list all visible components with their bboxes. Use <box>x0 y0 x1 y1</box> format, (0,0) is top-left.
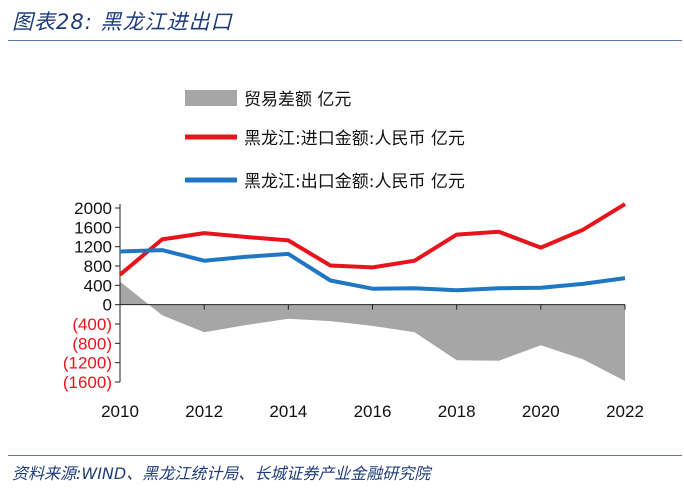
x-tick-label: 2016 <box>354 402 392 421</box>
legend-swatch-balance <box>185 90 237 106</box>
y-tick-label: (400) <box>72 315 112 334</box>
series-line-export <box>119 248 626 293</box>
legend-label-balance: 贸易差额 亿元 <box>244 90 351 110</box>
legend-label-import: 黑龙江:进口金额:人民币 亿元 <box>244 129 465 149</box>
series-line-import <box>118 202 627 277</box>
x-tick-label: 2018 <box>438 402 476 421</box>
x-tick-label: 2020 <box>522 402 560 421</box>
y-tick-label: (1600) <box>63 373 112 392</box>
y-tick-label: (1200) <box>63 354 112 373</box>
title-divider <box>8 40 682 41</box>
x-tick-label: 2010 <box>101 402 139 421</box>
chart: 贸易差额 亿元 黑龙江:进口金额:人民币 亿元 黑龙江:出口金额:人民币 亿元 … <box>63 90 644 421</box>
y-tick-label: 2000 <box>74 199 112 218</box>
y-tick-label: 1600 <box>74 218 112 237</box>
y-tick-label: 0 <box>103 296 112 315</box>
source-divider <box>8 455 682 456</box>
series-area-balance <box>120 281 625 381</box>
y-tick-label: 800 <box>84 257 112 276</box>
x-tick-label: 2012 <box>185 402 223 421</box>
x-tick-label: 2022 <box>606 402 644 421</box>
y-tick-label: 1200 <box>74 238 112 257</box>
legend: 贸易差额 亿元 黑龙江:进口金额:人民币 亿元 黑龙江:出口金额:人民币 亿元 <box>185 90 465 192</box>
source-note: 资料来源:WIND、黑龙江统计局、长城证券产业金融研究院 <box>12 464 431 483</box>
x-tick-label: 2014 <box>269 402 307 421</box>
plot-area: 2000160012008004000(400)(800)(1200)(1600… <box>63 199 644 421</box>
figure-title: 图表28: 黑龙江进出口 <box>12 10 233 34</box>
y-tick-label: 400 <box>84 276 112 295</box>
legend-label-export: 黑龙江:出口金额:人民币 亿元 <box>244 172 465 192</box>
y-tick-label: (800) <box>72 334 112 353</box>
